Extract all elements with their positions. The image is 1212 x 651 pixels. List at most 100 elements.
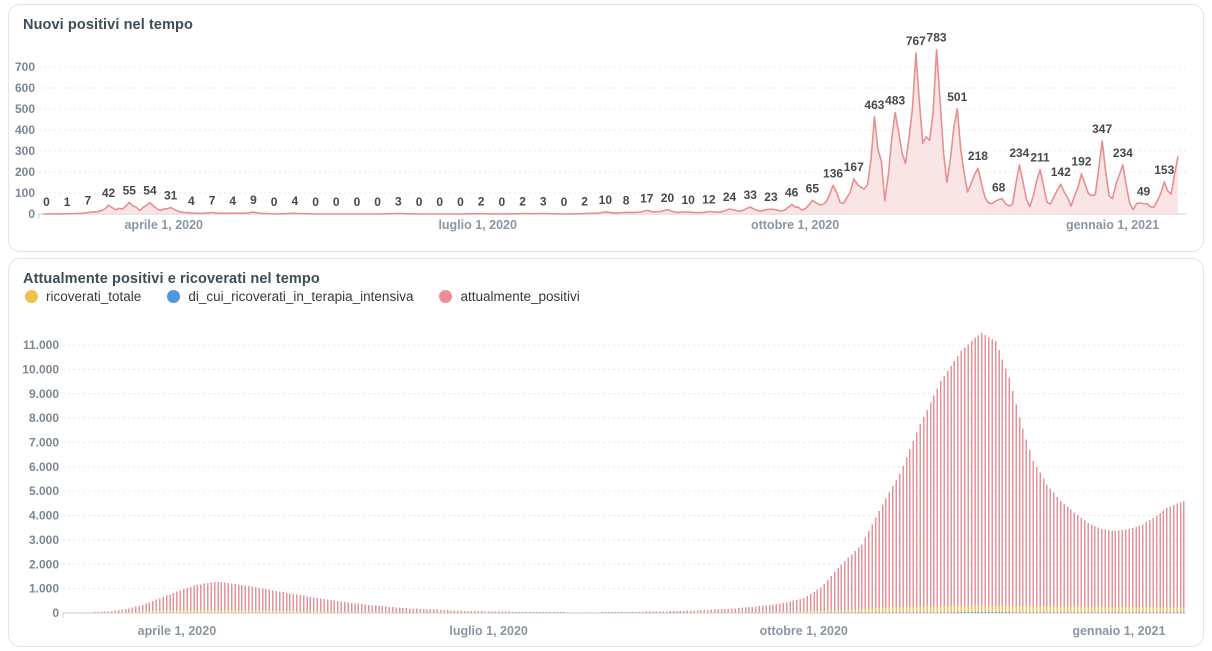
data-label: 0 — [271, 195, 278, 209]
data-label: 42 — [102, 186, 116, 200]
data-label: 0 — [416, 195, 423, 209]
data-label: 142 — [1051, 165, 1071, 179]
data-label: 783 — [927, 31, 947, 45]
legend-label: ricoverati_totale — [46, 289, 142, 304]
svg-text:2.000: 2.000 — [29, 557, 59, 571]
data-label: 10 — [681, 193, 695, 207]
y-axis-labels: 0 100 200 300 400 500 600 700 — [15, 60, 35, 221]
x-axis-labels: aprile 1, 2020 luglio 1, 2020 ottobre 1, 2… — [138, 624, 1166, 638]
grid-lines — [63, 344, 1186, 590]
svg-text:3.000: 3.000 — [29, 533, 59, 547]
data-label: 55 — [123, 183, 137, 197]
data-label: 2 — [519, 195, 526, 209]
data-label: 218 — [968, 149, 988, 163]
svg-text:0: 0 — [28, 207, 35, 221]
data-label: 0 — [354, 195, 361, 209]
legend-item-di_cui_ricoverati_in_terapia_intensiva[interactable]: di_cui_ricoverati_in_terapia_intensiva — [167, 289, 413, 304]
data-label: 211 — [1030, 151, 1050, 165]
chart-legend: ricoverati_totale di_cui_ricoverati_in_te… — [25, 289, 580, 304]
series-bars-ricoverati_totale[interactable] — [73, 605, 1185, 613]
data-label: 0 — [561, 195, 568, 209]
data-label: 234 — [1113, 146, 1133, 160]
grid-lines — [39, 66, 1186, 194]
data-labels: 0 1 742 55 54 31 4 7 4 9 0 4 0 0 0 0 3 0 0 0 2 0 2 3 0 2 10 8 17 20 10… — [43, 31, 1174, 209]
data-label: 23 — [764, 190, 778, 204]
svg-text:gennaio 1, 2021: gennaio 1, 2021 — [1072, 624, 1165, 638]
data-label: 0 — [312, 195, 319, 209]
legend-label: di_cui_ricoverati_in_terapia_intensiva — [188, 289, 414, 304]
data-label: 0 — [374, 195, 381, 209]
data-label: 167 — [844, 160, 864, 174]
data-label: 4 — [229, 194, 236, 208]
series-area-fill — [43, 49, 1178, 214]
data-label: 24 — [723, 190, 737, 204]
legend-dot-icon — [167, 290, 181, 303]
data-label: 0 — [457, 195, 464, 209]
data-label: 0 — [436, 195, 443, 209]
svg-text:6.000: 6.000 — [29, 460, 59, 474]
data-label: 347 — [1092, 122, 1112, 136]
data-label: 9 — [250, 193, 257, 207]
svg-text:8.000: 8.000 — [29, 411, 59, 425]
data-label: 192 — [1071, 155, 1091, 169]
data-label: 4 — [292, 194, 299, 208]
data-label: 0 — [43, 195, 50, 209]
data-label: 2 — [581, 195, 588, 209]
svg-text:100: 100 — [15, 186, 35, 200]
chart-title-new-positives: Nuovi positivi nel tempo — [23, 17, 193, 33]
data-label: 54 — [143, 184, 157, 198]
svg-text:ottobre 1, 2020: ottobre 1, 2020 — [760, 624, 848, 638]
series-bars-attualmente_positivi[interactable] — [63, 332, 1185, 613]
legend-item-ricoverati_totale[interactable]: ricoverati_totale — [25, 289, 141, 304]
data-label: 153 — [1154, 163, 1174, 177]
data-label: 136 — [823, 166, 843, 180]
svg-text:700: 700 — [15, 60, 35, 74]
legend-dot-icon — [25, 290, 38, 303]
data-label: 17 — [640, 191, 654, 205]
svg-text:gennaio 1, 2021: gennaio 1, 2021 — [1066, 218, 1159, 232]
data-label: 2 — [478, 195, 485, 209]
svg-text:5.000: 5.000 — [29, 484, 59, 498]
data-label: 12 — [702, 192, 716, 206]
data-label: 0 — [333, 195, 340, 209]
svg-text:200: 200 — [15, 165, 35, 179]
legend-item-attualmente_positivi[interactable]: attualmente_positivi — [439, 289, 580, 304]
data-label: 767 — [906, 34, 926, 48]
data-label: 65 — [806, 181, 820, 195]
svg-text:300: 300 — [15, 144, 35, 158]
data-label: 10 — [599, 193, 613, 207]
data-label: 4 — [188, 194, 195, 208]
chart-title-currently-positive: Attualmente positivi e ricoverati nel te… — [23, 271, 320, 287]
data-label: 3 — [540, 194, 547, 208]
svg-text:aprile 1, 2020: aprile 1, 2020 — [124, 218, 203, 232]
legend-label: attualmente_positivi — [460, 289, 580, 304]
svg-text:luglio 1, 2020: luglio 1, 2020 — [438, 218, 517, 232]
svg-text:0: 0 — [52, 606, 59, 620]
data-label: 3 — [395, 194, 402, 208]
series-bars-di_cui_ricoverati_in_terapia_intensiva[interactable] — [111, 612, 1185, 613]
data-label: 20 — [661, 191, 675, 205]
svg-text:400: 400 — [15, 123, 35, 137]
data-label: 49 — [1137, 185, 1151, 199]
data-label: 33 — [744, 188, 758, 202]
data-label: 7 — [209, 194, 216, 208]
data-label: 46 — [785, 185, 799, 199]
series-line[interactable] — [43, 48, 1179, 215]
card-currently-positive: Attualmente positivi e ricoverati nel te… — [8, 258, 1204, 647]
data-label: 501 — [947, 90, 967, 104]
data-label: 483 — [885, 94, 905, 108]
svg-text:7.000: 7.000 — [29, 435, 59, 449]
card-new-positives: Nuovi positivi nel tempo 0 100 200 300 400 50… — [8, 4, 1204, 252]
svg-text:4.000: 4.000 — [29, 509, 59, 523]
y-axis-labels: 0 1.000 2.000 3.000 4.000 5.000 6.000 7.000 8.00… — [22, 338, 59, 620]
currently-positive-bar-chart[interactable]: 0 1.000 2.000 3.000 4.000 5.000 6.000 7.000 8.00… — [9, 259, 1205, 648]
svg-text:ottobre 1, 2020: ottobre 1, 2020 — [751, 218, 839, 232]
data-label: 8 — [623, 193, 630, 207]
data-label: 7 — [85, 194, 92, 208]
x-axis-labels: aprile 1, 2020 luglio 1, 2020 ottobre 1, 2… — [124, 218, 1159, 232]
data-label: 234 — [1009, 146, 1029, 160]
svg-text:1.000: 1.000 — [29, 582, 59, 596]
svg-text:11.000: 11.000 — [23, 338, 59, 352]
data-label: 31 — [164, 188, 178, 202]
